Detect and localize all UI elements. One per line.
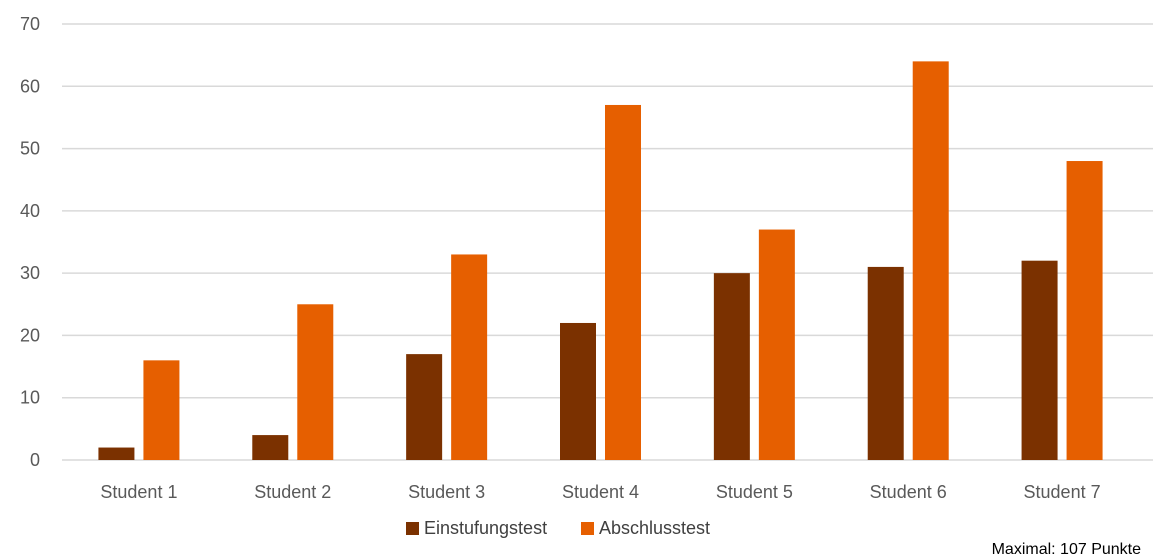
y-tick-label: 50 — [20, 139, 40, 159]
bar-einstufungstest-6 — [867, 266, 904, 460]
bar-abschlusstest-5 — [758, 229, 795, 460]
x-tick-label: Student 6 — [870, 482, 947, 502]
x-tick-label: Student 3 — [408, 482, 485, 502]
bar-abschlusstest-7 — [1066, 161, 1103, 460]
y-tick-label: 0 — [30, 450, 40, 470]
y-tick-label: 70 — [20, 14, 40, 34]
y-tick-label: 20 — [20, 325, 40, 345]
bar-einstufungstest-2 — [252, 435, 289, 460]
bar-abschlusstest-1 — [143, 360, 180, 460]
bar-abschlusstest-6 — [912, 61, 949, 460]
bar-abschlusstest-3 — [451, 254, 488, 460]
x-tick-label: Student 7 — [1024, 482, 1101, 502]
max-points-note: Maximal: 107 Punkte — [992, 541, 1142, 558]
y-tick-label: 30 — [20, 263, 40, 283]
legend-swatch-einstufungstest — [406, 522, 419, 535]
x-tick-label: Student 5 — [716, 482, 793, 502]
y-tick-label: 10 — [20, 388, 40, 408]
bars — [98, 61, 1103, 460]
bar-abschlusstest-4 — [605, 104, 641, 460]
x-tick-label: Student 1 — [100, 482, 177, 502]
legend-swatch-abschlusstest — [581, 522, 594, 535]
bar-einstufungstest-7 — [1021, 260, 1058, 460]
bar-abschlusstest-2 — [297, 304, 334, 460]
bar-einstufungstest-1 — [98, 447, 135, 460]
x-tick-label: Student 4 — [562, 482, 639, 502]
legend-label-einstufungstest: Einstufungstest — [424, 518, 547, 538]
bar-einstufungstest-3 — [406, 354, 443, 460]
bar-einstufungstest-4 — [560, 322, 596, 460]
legend-label-abschlusstest: Abschlusstest — [599, 518, 710, 538]
y-axis-ticks: 0 10 20 30 40 50 60 70 — [20, 14, 40, 470]
bar-einstufungstest-5 — [713, 273, 750, 460]
x-axis-ticks: Student 1 Student 2 Student 3 Student 4 Stud… — [100, 482, 1100, 502]
x-tick-label: Student 2 — [254, 482, 331, 502]
y-tick-label: 40 — [20, 201, 40, 221]
legend: Einstufungstest Abschlusstest — [406, 518, 710, 538]
y-tick-label: 60 — [20, 76, 40, 96]
